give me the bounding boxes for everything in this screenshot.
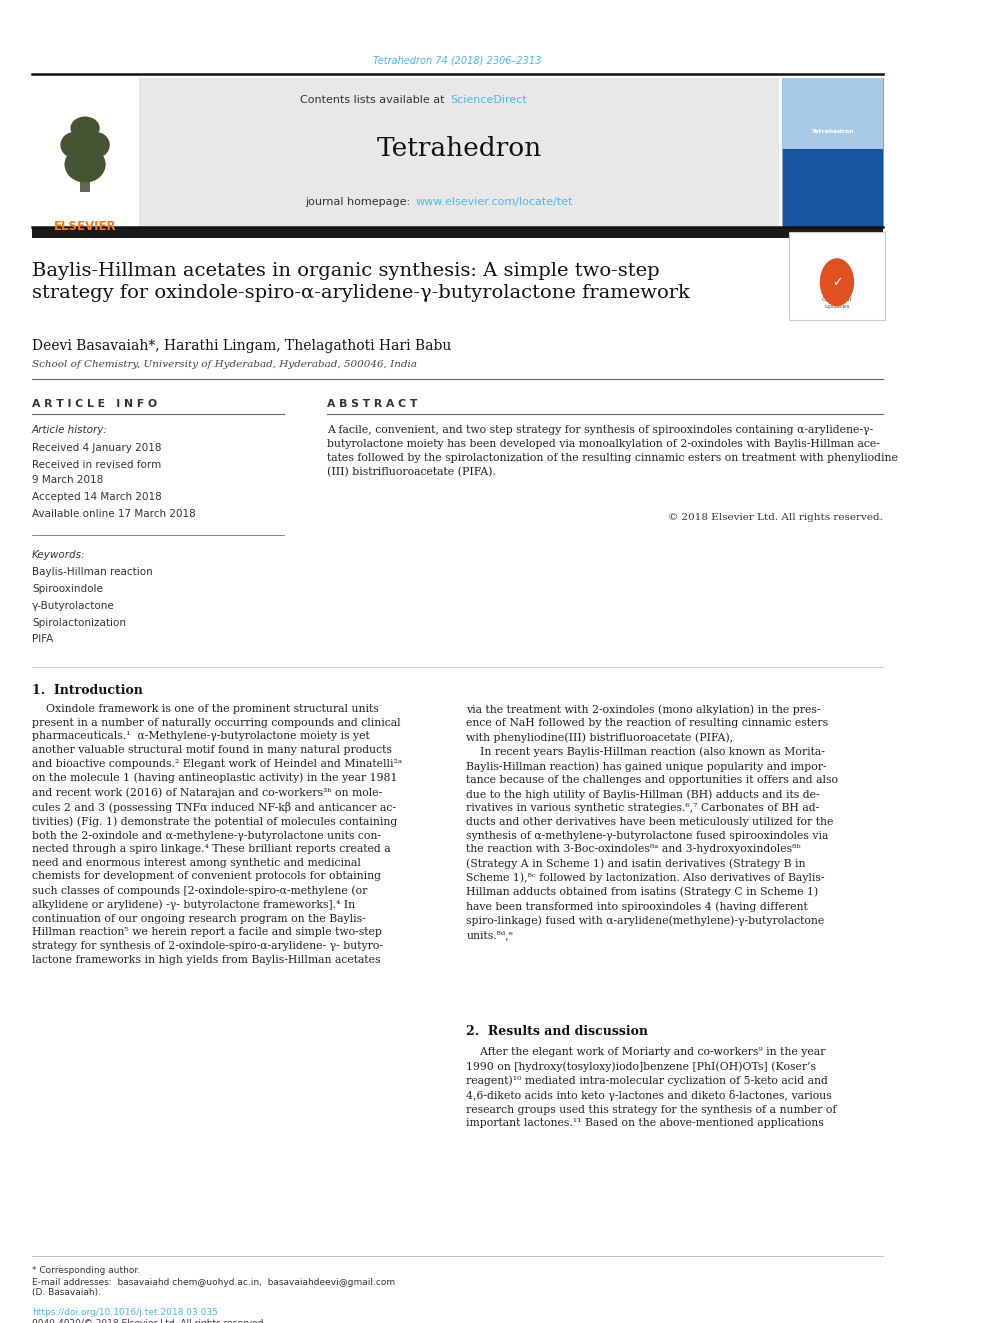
Text: www.elsevier.com/locate/tet: www.elsevier.com/locate/tet: [416, 197, 572, 206]
Text: Contents lists available at: Contents lists available at: [301, 94, 448, 105]
Text: Spirooxindole: Spirooxindole: [32, 583, 103, 594]
Text: Baylis-Hillman reaction: Baylis-Hillman reaction: [32, 568, 153, 577]
Text: (D. Basavaiah).: (D. Basavaiah).: [32, 1289, 101, 1297]
Ellipse shape: [82, 132, 110, 157]
Text: 9 March 2018: 9 March 2018: [32, 475, 103, 486]
Text: Accepted 14 March 2018: Accepted 14 March 2018: [32, 492, 162, 501]
Text: A B S T R A C T: A B S T R A C T: [327, 398, 418, 409]
Text: ScienceDirect: ScienceDirect: [450, 94, 527, 105]
Text: Deevi Basavaiah*, Harathi Lingam, Thelagathoti Hari Babu: Deevi Basavaiah*, Harathi Lingam, Thelag…: [32, 339, 451, 353]
FancyBboxPatch shape: [790, 232, 885, 320]
Text: journal homepage:: journal homepage:: [305, 197, 414, 206]
Text: 1.  Introduction: 1. Introduction: [32, 684, 143, 697]
Text: Keywords:: Keywords:: [32, 550, 85, 560]
Text: γ-Butyrolactone: γ-Butyrolactone: [32, 601, 115, 611]
Ellipse shape: [61, 132, 88, 157]
Text: A facile, convenient, and two step strategy for synthesis of spirooxindoles cont: A facile, convenient, and two step strat…: [327, 425, 899, 478]
FancyBboxPatch shape: [32, 78, 137, 226]
Text: via the treatment with 2-oxindoles (mono alkylation) in the pres-
ence of NaH fo: via the treatment with 2-oxindoles (mono…: [466, 704, 838, 939]
Text: Spirolactonization: Spirolactonization: [32, 618, 126, 627]
Text: * Corresponding author.: * Corresponding author.: [32, 1266, 140, 1275]
Ellipse shape: [64, 147, 105, 183]
Text: PIFA: PIFA: [32, 634, 54, 644]
Text: Check for: Check for: [822, 296, 852, 302]
Ellipse shape: [70, 116, 100, 140]
Text: Tetrahedron: Tetrahedron: [811, 130, 854, 135]
Circle shape: [820, 259, 853, 306]
Text: A R T I C L E   I N F O: A R T I C L E I N F O: [32, 398, 157, 409]
Text: ✓: ✓: [831, 275, 842, 288]
Text: Tetrahedron 74 (2018) 2306–2313: Tetrahedron 74 (2018) 2306–2313: [373, 56, 542, 66]
Text: 0040-4020/© 2018 Elsevier Ltd. All rights reserved.: 0040-4020/© 2018 Elsevier Ltd. All right…: [32, 1319, 267, 1323]
FancyBboxPatch shape: [782, 78, 883, 149]
Text: 2.  Results and discussion: 2. Results and discussion: [466, 1025, 649, 1039]
Text: Tetrahedron: Tetrahedron: [377, 136, 542, 161]
Text: https://doi.org/10.1016/j.tet.2018.03.035: https://doi.org/10.1016/j.tet.2018.03.03…: [32, 1307, 218, 1316]
Text: Article history:: Article history:: [32, 425, 108, 435]
Text: ELSEVIER: ELSEVIER: [54, 220, 116, 233]
Text: Received in revised form: Received in revised form: [32, 459, 162, 470]
FancyBboxPatch shape: [782, 78, 883, 226]
Text: updates: updates: [824, 304, 850, 310]
Text: © 2018 Elsevier Ltd. All rights reserved.: © 2018 Elsevier Ltd. All rights reserved…: [668, 513, 883, 521]
Text: Oxindole framework is one of the prominent structural units
present in a number : Oxindole framework is one of the promine…: [32, 704, 402, 964]
Text: Available online 17 March 2018: Available online 17 March 2018: [32, 509, 195, 519]
Bar: [32, 226, 883, 238]
Text: Received 4 January 2018: Received 4 January 2018: [32, 443, 162, 452]
Text: After the elegant work of Moriarty and co-workers⁹ in the year
1990 on [hydroxy(: After the elegant work of Moriarty and c…: [466, 1048, 837, 1129]
Text: Baylis-Hillman acetates in organic synthesis: A simple two-step
strategy for oxi: Baylis-Hillman acetates in organic synth…: [32, 262, 689, 303]
Bar: [80, 163, 89, 192]
Text: School of Chemistry, University of Hyderabad, Hyderabad, 500046, India: School of Chemistry, University of Hyder…: [32, 360, 417, 369]
FancyBboxPatch shape: [139, 78, 780, 226]
Text: E-mail addresses:  basavaiahd chem@uohyd.ac.in,  basavaiahdeevi@gmail.com: E-mail addresses: basavaiahd chem@uohyd.…: [32, 1278, 395, 1287]
